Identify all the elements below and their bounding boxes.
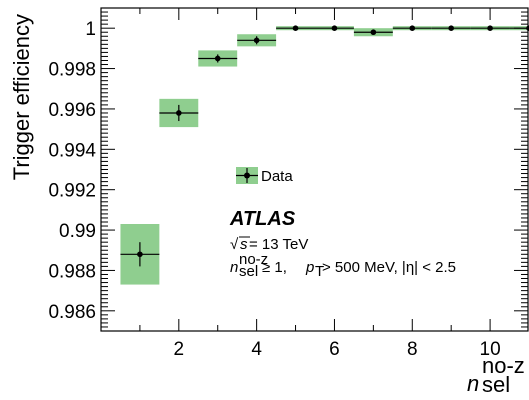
selection-annotation: n no-z sel ≥ 1, p T > 500 MeV, |η| < 2.5: [230, 251, 456, 280]
data-point-6: [331, 25, 338, 31]
x-tick-label-6: 6: [329, 339, 340, 360]
data-point-4: [253, 37, 260, 44]
sel-p: p: [305, 259, 314, 276]
sel-n-sub: sel: [239, 263, 258, 280]
legend-label: Data: [261, 168, 293, 185]
y-tick-label: 0.996: [48, 100, 96, 121]
y-tick-label: 0.994: [48, 140, 96, 161]
data-point-9: [448, 25, 454, 31]
x-axis-title: n no-z sel: [467, 353, 525, 397]
x-tick-label-4: 4: [251, 339, 262, 360]
energy-value: = 13 TeV: [249, 236, 308, 253]
data-point-7: [370, 29, 377, 36]
systematic-bands: [120, 26, 528, 285]
x-axis-title-sup: no-z: [482, 353, 525, 378]
y-tick-label: 0.998: [48, 60, 96, 81]
x-tick-label-8: 8: [407, 339, 418, 360]
data-point-1: [137, 251, 143, 258]
sel-n-sup: no-z: [239, 251, 268, 268]
data-point-10: [487, 25, 493, 31]
y-tick-label: 0.986: [48, 302, 96, 323]
x-tick-label-10: 10: [480, 339, 501, 360]
sel-n: n: [230, 259, 238, 276]
y-axis-title: Trigger efficiency: [9, 14, 34, 180]
legend-marker: [244, 172, 250, 179]
sel-geq: ≥ 1,: [262, 259, 287, 276]
sel-p-sub: T: [315, 263, 324, 280]
y-tick-label: 0.99: [59, 221, 96, 242]
x-axis-title-main: n: [467, 371, 479, 396]
y-tick-label: 0.992: [48, 181, 96, 202]
energy-s: s: [240, 236, 248, 253]
data-point-2: [176, 110, 182, 116]
data-point-5: [292, 25, 299, 31]
energy-annotation: √ s = 13 TeV: [230, 236, 308, 253]
data-points: [120, 25, 529, 267]
data-point-8: [409, 25, 416, 31]
sel-p-rest: > 500 MeV, |η| < 2.5: [322, 259, 456, 276]
plot-frame: [100, 7, 529, 332]
y-tick-label: 0.988: [48, 261, 96, 282]
tick-labels: 2 4 6 8 10 0.986 0.988 0.99 0.992 0.994 0.996 0.998…: [48, 19, 500, 360]
x-tick-label-2: 2: [174, 339, 185, 360]
y-tick-label: 1: [85, 19, 96, 40]
data-point-3: [214, 55, 221, 62]
experiment-label: ATLAS: [229, 208, 296, 230]
x-axis-title-sub: sel: [482, 372, 510, 397]
axis-ticks: [101, 7, 528, 332]
sqrt-sign: √: [230, 236, 239, 253]
legend: Data: [236, 167, 293, 185]
